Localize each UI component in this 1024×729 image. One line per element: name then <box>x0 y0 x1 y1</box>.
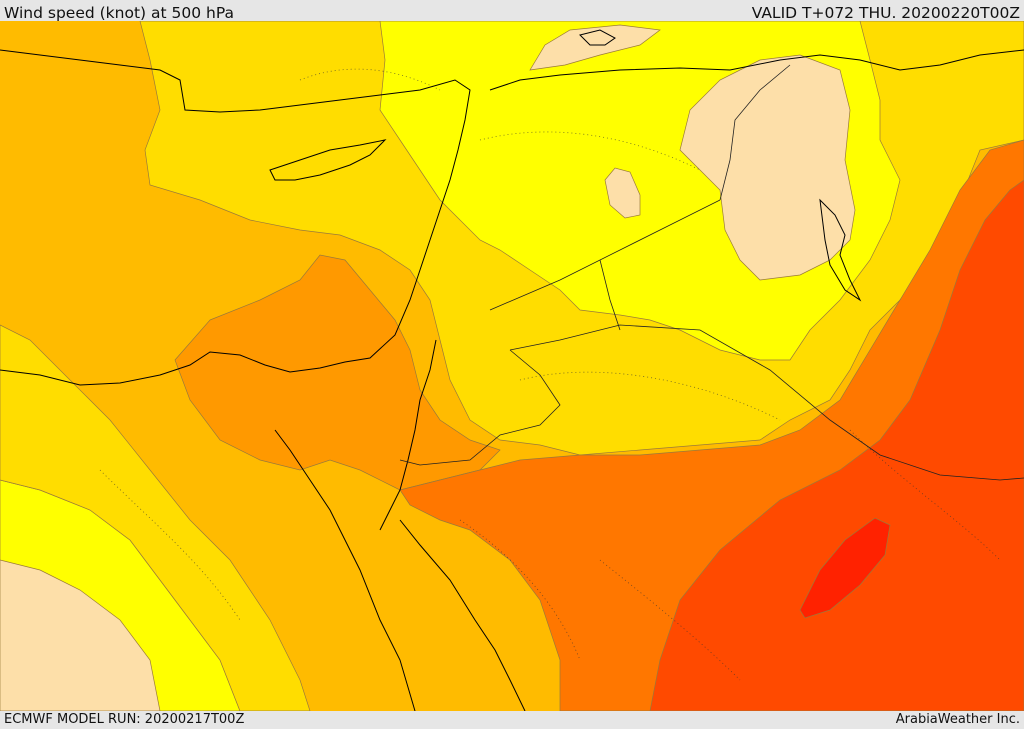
band-peach-small <box>604 167 641 219</box>
band-peach-sw <box>0 559 161 711</box>
band-red-orange <box>649 179 1024 711</box>
borders <box>399 64 1024 481</box>
coastlines <box>0 29 1024 711</box>
streamlines <box>99 68 1001 681</box>
credit-label: ArabiaWeather Inc. <box>895 712 1020 727</box>
map-title: Wind speed (knot) at 500 hPa <box>4 4 235 22</box>
band-orange-sinai <box>174 254 501 491</box>
band-peach-ne <box>679 54 856 281</box>
wind-speed-map <box>0 21 1024 711</box>
band-light-west <box>0 324 311 711</box>
valid-time: VALID T+072 THU. 20200220T00Z <box>751 4 1020 22</box>
model-run-label: ECMWF MODEL RUN: 20200217T00Z <box>4 712 245 727</box>
map-canvas <box>0 21 1024 711</box>
header-bar: Wind speed (knot) at 500 hPa VALID T+072… <box>0 0 1024 22</box>
band-red-core <box>799 517 891 619</box>
footer-bar: ECMWF MODEL RUN: 20200217T00Z ArabiaWeat… <box>0 711 1024 729</box>
band-peach-north <box>529 24 661 71</box>
